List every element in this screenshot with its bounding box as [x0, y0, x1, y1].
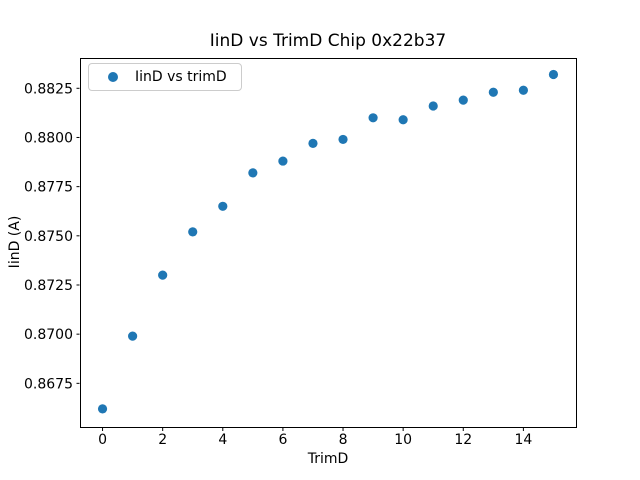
- scatter-point: [128, 331, 138, 341]
- scatter-point: [338, 134, 348, 145]
- y-tick-label: 0.8775: [24, 180, 73, 196]
- legend: IinD vs trimD: [88, 63, 242, 91]
- axes-spines: [80, 58, 577, 428]
- chart-title: IinD vs TrimD Chip 0x22b37: [209, 31, 447, 51]
- y-axis-label: IinD (A): [7, 215, 23, 269]
- x-tick-label: 12: [454, 432, 472, 448]
- x-tick-label: 0: [98, 432, 107, 448]
- scatter-point: [428, 101, 438, 111]
- scatter-point: [248, 168, 258, 178]
- scatter-point: [488, 87, 498, 97]
- legend-marker-icon: [108, 72, 118, 82]
- y-tick-label: 0.8750: [24, 229, 73, 245]
- y-tick-label: 0.8700: [24, 327, 73, 343]
- x-axis-label: TrimD: [307, 451, 349, 467]
- legend-label: IinD vs trimD: [135, 69, 227, 85]
- x-tick-label: 14: [514, 432, 532, 448]
- x-tick-label: 2: [158, 432, 167, 448]
- scatter-point: [548, 69, 559, 80]
- scatter-point: [458, 95, 468, 105]
- y-tick-label: 0.8675: [24, 376, 73, 392]
- scatter-point: [368, 113, 378, 123]
- scatter-point: [97, 404, 108, 414]
- x-tick-label: 6: [278, 432, 287, 448]
- scatter-point: [158, 270, 168, 280]
- y-tick-label: 0.8725: [24, 278, 73, 294]
- x-tick-label: 10: [394, 432, 412, 448]
- scatter-point: [398, 115, 408, 125]
- scatter-point: [308, 138, 318, 148]
- scatter-point: [518, 85, 528, 95]
- y-tick-label: 0.8825: [24, 81, 73, 97]
- scatter-point: [278, 156, 288, 166]
- y-tick-label: 0.8800: [24, 130, 73, 146]
- x-tick-label: 8: [339, 432, 348, 448]
- scatter-point: [188, 227, 198, 237]
- scatter-point: [218, 201, 228, 211]
- x-tick-label: 4: [218, 432, 227, 448]
